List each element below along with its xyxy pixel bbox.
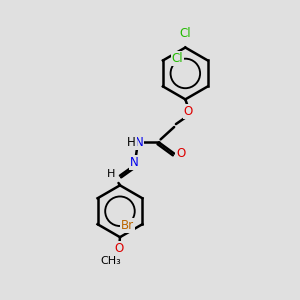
Text: CH₃: CH₃: [101, 256, 122, 266]
Text: H: H: [107, 169, 116, 178]
Text: H: H: [128, 136, 136, 149]
Text: Br: Br: [120, 219, 134, 232]
Text: O: O: [184, 105, 193, 118]
Text: N: N: [135, 136, 143, 149]
Text: O: O: [176, 147, 185, 160]
Text: O: O: [115, 242, 124, 255]
Text: Cl: Cl: [172, 52, 183, 64]
Text: N: N: [130, 156, 139, 169]
Text: Cl: Cl: [179, 27, 191, 40]
